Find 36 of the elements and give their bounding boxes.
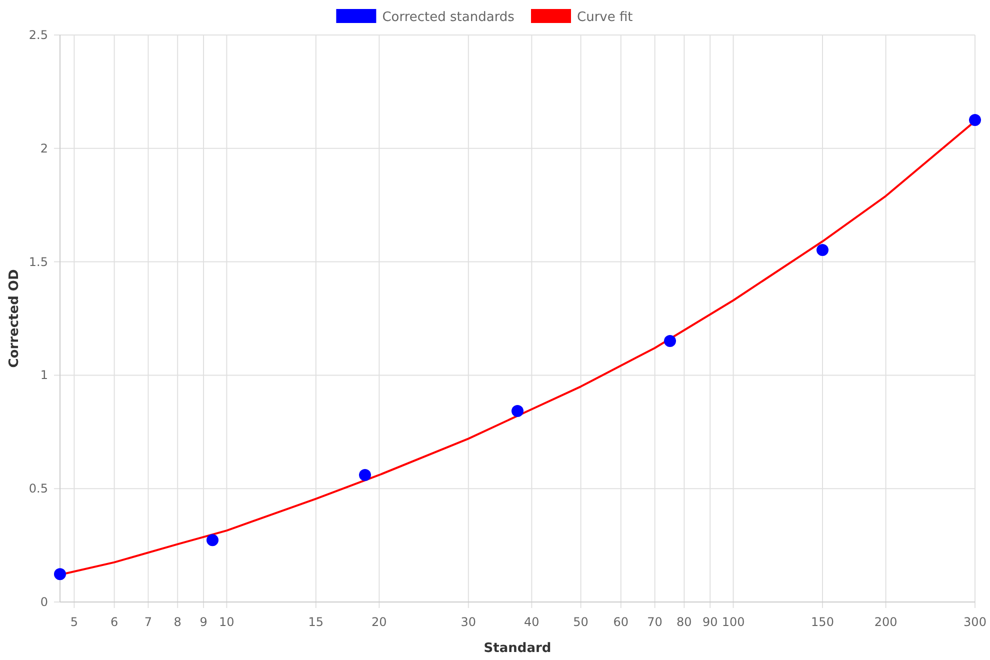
point [512,405,524,418]
x-tick-label: 7 [144,615,152,629]
x-tick-label: 9 [200,615,208,629]
y-tick-label: 1.5 [28,254,48,269]
x-tick-label: 6 [110,615,118,629]
x-axis-title: Standard [484,641,552,656]
y-axis-title: Corrected OD [7,269,22,368]
legend-label: Corrected standards [382,10,515,25]
x-tick-label: 90 [702,615,718,629]
y-tick-label: 0 [40,595,48,609]
x-tick-label: 20 [372,615,387,629]
y-tick-label: 0.5 [28,482,48,496]
y-tick-label: 2.5 [28,28,48,42]
y-tick-label: 1 [40,368,48,382]
point [54,568,66,580]
point [969,114,981,126]
y-tick-label: 2 [40,141,48,156]
x-tick-label: 70 [647,615,662,629]
x-tick-label: 150 [811,615,834,629]
x-tick-label: 30 [460,615,476,629]
x-tick-label: 5 [70,615,78,629]
x-tick-label: 8 [174,615,182,629]
point [359,468,371,481]
legend-label: Curve fit [577,10,633,25]
x-tick-label: 80 [676,615,692,629]
x-tick-label: 40 [524,615,540,629]
point [206,534,218,546]
x-tick-label: 50 [573,615,588,629]
x-tick-label: 15 [308,615,324,629]
point [816,244,828,256]
x-tick-label: 100 [722,615,745,629]
x-tick-label: 60 [613,615,629,629]
point [664,334,676,347]
x-tick-label: 10 [219,615,234,629]
x-tick-label: 300 [964,615,986,629]
x-tick-label: 200 [874,615,898,629]
